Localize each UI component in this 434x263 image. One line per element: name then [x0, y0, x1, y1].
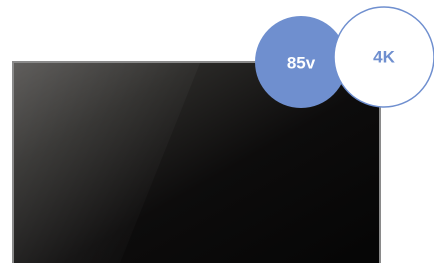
- resolution-label: 4K: [373, 47, 395, 66]
- size-label: 85v: [287, 53, 316, 72]
- product-view: 85v 4K: [0, 0, 434, 263]
- page: {"badges": {"size": "85v", "resolution":…: [0, 0, 434, 263]
